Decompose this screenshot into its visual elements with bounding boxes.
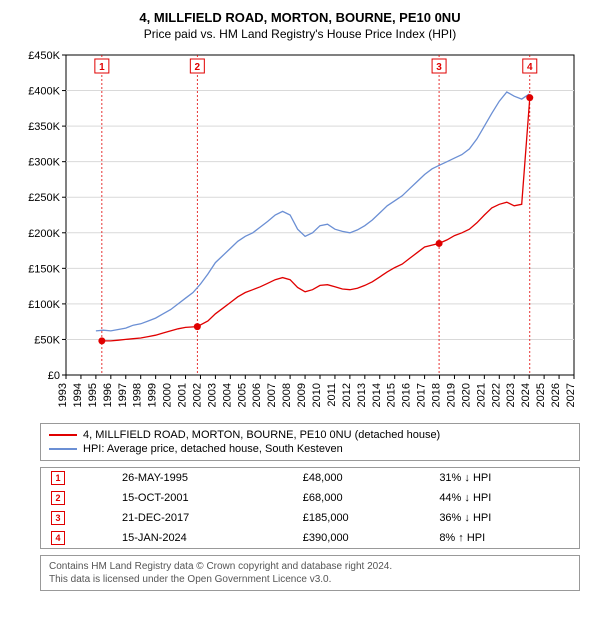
svg-text:1993: 1993: [57, 383, 69, 407]
svg-text:1998: 1998: [132, 383, 144, 407]
legend-swatch: [49, 448, 77, 450]
footer-line2: This data is licensed under the Open Gov…: [49, 573, 571, 586]
svg-text:2016: 2016: [401, 383, 413, 407]
svg-text:1996: 1996: [102, 383, 114, 407]
svg-text:1: 1: [99, 62, 105, 73]
transactions-table: 1 26-MAY-1995£48,00031% ↓ HPI 2 15-OCT-2001…: [40, 467, 580, 549]
chart-svg: £0 £50K £100K £150K £200K £250K £300K £350K £400…: [20, 47, 580, 417]
svg-text:2001: 2001: [177, 383, 189, 407]
svg-text:2011: 2011: [326, 383, 338, 407]
table-row: 3 21-DEC-2017£185,00036% ↓ HPI: [41, 508, 580, 528]
svg-text:2025: 2025: [535, 383, 547, 407]
transaction-diff: 44% ↓ HPI: [429, 488, 579, 508]
transaction-diff: 8% ↑ HPI: [429, 528, 579, 549]
table-row: 1 26-MAY-1995£48,00031% ↓ HPI: [41, 468, 580, 489]
svg-text:2010: 2010: [311, 383, 323, 407]
legend-item: 4, MILLFIELD ROAD, MORTON, BOURNE, PE10 …: [49, 428, 571, 442]
transaction-price: £185,000: [293, 508, 430, 528]
svg-text:£450K: £450K: [28, 50, 60, 62]
svg-text:2000: 2000: [162, 383, 174, 407]
chart-subtitle: Price paid vs. HM Land Registry's House …: [0, 25, 600, 47]
svg-text:2: 2: [195, 62, 201, 73]
svg-text:2019: 2019: [445, 383, 457, 407]
transaction-price: £390,000: [293, 528, 430, 549]
transaction-date: 26-MAY-1995: [112, 468, 293, 489]
marker-badge: 2: [51, 491, 65, 505]
svg-text:2005: 2005: [236, 383, 248, 407]
svg-text:2027: 2027: [565, 383, 577, 407]
svg-text:1994: 1994: [72, 383, 84, 407]
svg-text:2023: 2023: [505, 383, 517, 407]
svg-text:3: 3: [436, 62, 442, 73]
svg-text:2004: 2004: [221, 383, 233, 407]
transaction-price: £68,000: [293, 488, 430, 508]
footer-line1: Contains HM Land Registry data © Crown c…: [49, 560, 571, 573]
transaction-diff: 31% ↓ HPI: [429, 468, 579, 489]
legend-item: HPI: Average price, detached house, Sout…: [49, 442, 571, 456]
transaction-price: £48,000: [293, 468, 430, 489]
svg-text:2007: 2007: [266, 383, 278, 407]
svg-text:£150K: £150K: [28, 263, 60, 275]
svg-text:2002: 2002: [191, 383, 203, 407]
marker-badge: 3: [51, 511, 65, 525]
svg-text:2015: 2015: [386, 383, 398, 407]
svg-text:£0: £0: [48, 370, 60, 382]
svg-text:2021: 2021: [475, 383, 487, 407]
svg-text:£250K: £250K: [28, 192, 60, 204]
marker-badge: 4: [51, 531, 65, 545]
legend-label: HPI: Average price, detached house, Sout…: [83, 443, 343, 455]
marker-badge: 1: [51, 471, 65, 485]
svg-text:£50K: £50K: [34, 334, 60, 346]
svg-text:£350K: £350K: [28, 121, 60, 133]
svg-text:£300K: £300K: [28, 157, 60, 169]
transaction-date: 21-DEC-2017: [112, 508, 293, 528]
svg-text:2012: 2012: [341, 383, 353, 407]
svg-text:2020: 2020: [460, 383, 472, 407]
svg-text:£100K: £100K: [28, 299, 60, 311]
svg-text:2009: 2009: [296, 383, 308, 407]
svg-text:1997: 1997: [117, 383, 129, 407]
transaction-date: 15-OCT-2001: [112, 488, 293, 508]
chart-container: 4, MILLFIELD ROAD, MORTON, BOURNE, PE10 …: [0, 0, 600, 620]
svg-text:2003: 2003: [206, 383, 218, 407]
svg-text:2026: 2026: [550, 383, 562, 407]
legend-label: 4, MILLFIELD ROAD, MORTON, BOURNE, PE10 …: [83, 429, 440, 441]
footer: Contains HM Land Registry data © Crown c…: [40, 555, 580, 591]
svg-text:2024: 2024: [520, 383, 532, 407]
transactions-body: 1 26-MAY-1995£48,00031% ↓ HPI 2 15-OCT-2001…: [41, 468, 580, 549]
transaction-diff: 36% ↓ HPI: [429, 508, 579, 528]
svg-text:£200K: £200K: [28, 228, 60, 240]
transaction-date: 15-JAN-2024: [112, 528, 293, 549]
svg-text:1995: 1995: [87, 383, 99, 407]
legend: 4, MILLFIELD ROAD, MORTON, BOURNE, PE10 …: [40, 423, 580, 461]
svg-text:2008: 2008: [281, 383, 293, 407]
svg-text:£400K: £400K: [28, 86, 60, 98]
svg-text:2017: 2017: [416, 383, 428, 407]
svg-text:2018: 2018: [431, 383, 443, 407]
table-row: 2 15-OCT-2001£68,00044% ↓ HPI: [41, 488, 580, 508]
svg-text:2013: 2013: [356, 383, 368, 407]
chart-title: 4, MILLFIELD ROAD, MORTON, BOURNE, PE10 …: [0, 0, 600, 25]
svg-text:4: 4: [527, 62, 533, 73]
legend-swatch: [49, 434, 77, 436]
table-row: 4 15-JAN-2024£390,0008% ↑ HPI: [41, 528, 580, 549]
svg-text:1999: 1999: [147, 383, 159, 407]
svg-text:2022: 2022: [490, 383, 502, 407]
svg-text:2014: 2014: [371, 383, 383, 407]
chart-area: £0 £50K £100K £150K £200K £250K £300K £350K £400…: [20, 47, 580, 417]
svg-text:2006: 2006: [251, 383, 263, 407]
